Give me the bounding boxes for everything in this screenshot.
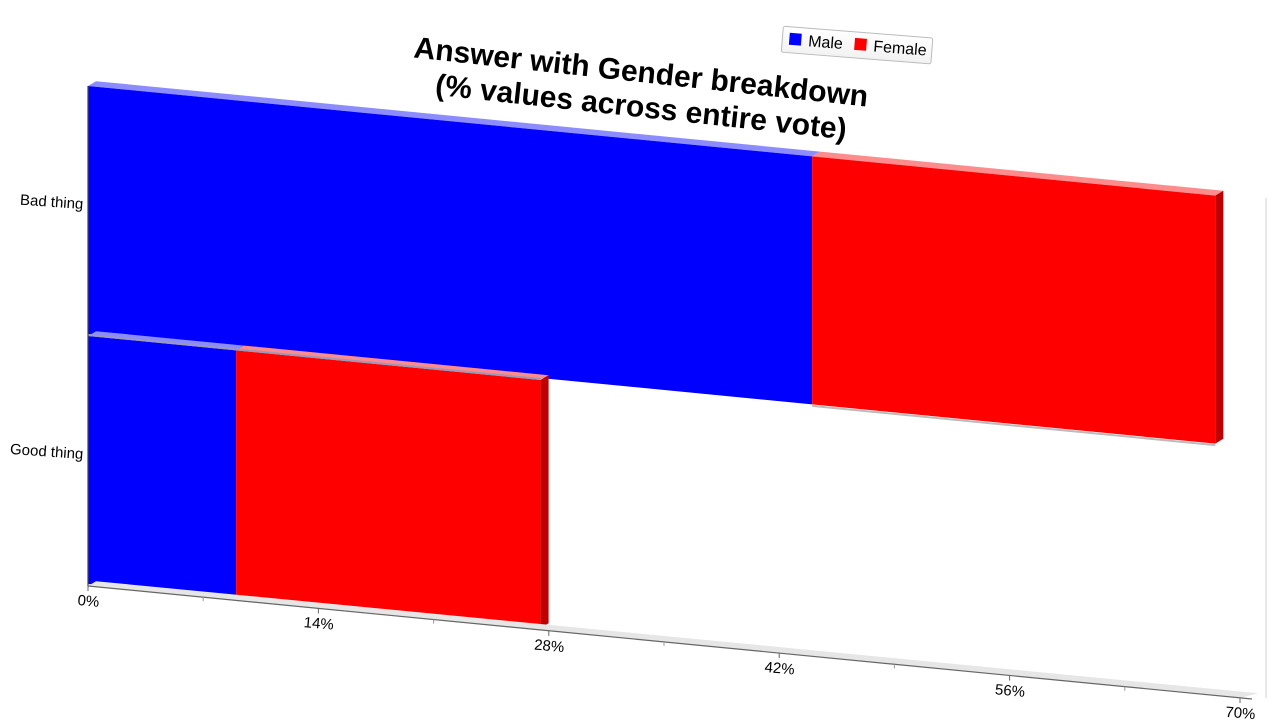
legend-swatch	[854, 37, 867, 51]
x-tick-label: 70%	[1225, 704, 1256, 720]
bar-female-good-thing	[236, 345, 549, 631]
bar-front-face	[812, 156, 1216, 444]
bar-side-face	[540, 375, 549, 628]
bar-top-face	[812, 151, 1224, 196]
bar-female-bad-thing	[812, 151, 1224, 447]
category-label: Bad thing	[19, 192, 83, 213]
category-label: Good thing	[10, 441, 84, 463]
bar-front-face	[88, 336, 237, 599]
bar-shadow	[812, 404, 1216, 447]
x-axis-floor	[88, 581, 1258, 698]
legend-label: Female	[873, 38, 928, 59]
x-axis-line	[87, 585, 1253, 700]
legend-swatch	[788, 32, 802, 46]
legend: Male Female	[780, 25, 934, 65]
x-tick-label: 14%	[303, 614, 334, 634]
bar-side-face	[1215, 190, 1224, 444]
x-tick-label: 42%	[764, 659, 795, 679]
bar-front-face	[236, 350, 541, 628]
bar-top-face	[88, 81, 821, 157]
band-separator	[87, 334, 541, 380]
x-tick-label: 56%	[994, 681, 1025, 701]
legend-label: Male	[808, 33, 844, 53]
bar-male-good-thing	[88, 331, 245, 599]
x-tick-label: 28%	[533, 637, 564, 657]
y-axis: Bad thing Good thing	[10, 192, 84, 463]
x-tick-label: 0%	[77, 592, 100, 611]
legend-item-male: Male	[788, 32, 844, 53]
legend-item-female: Female	[854, 37, 928, 60]
bars	[87, 81, 1224, 631]
bar-front-face	[88, 86, 813, 405]
x-axis: 0% 14% 28% 42% 56% 70%	[77, 86, 1258, 720]
bar-male-bad-thing	[88, 81, 821, 405]
